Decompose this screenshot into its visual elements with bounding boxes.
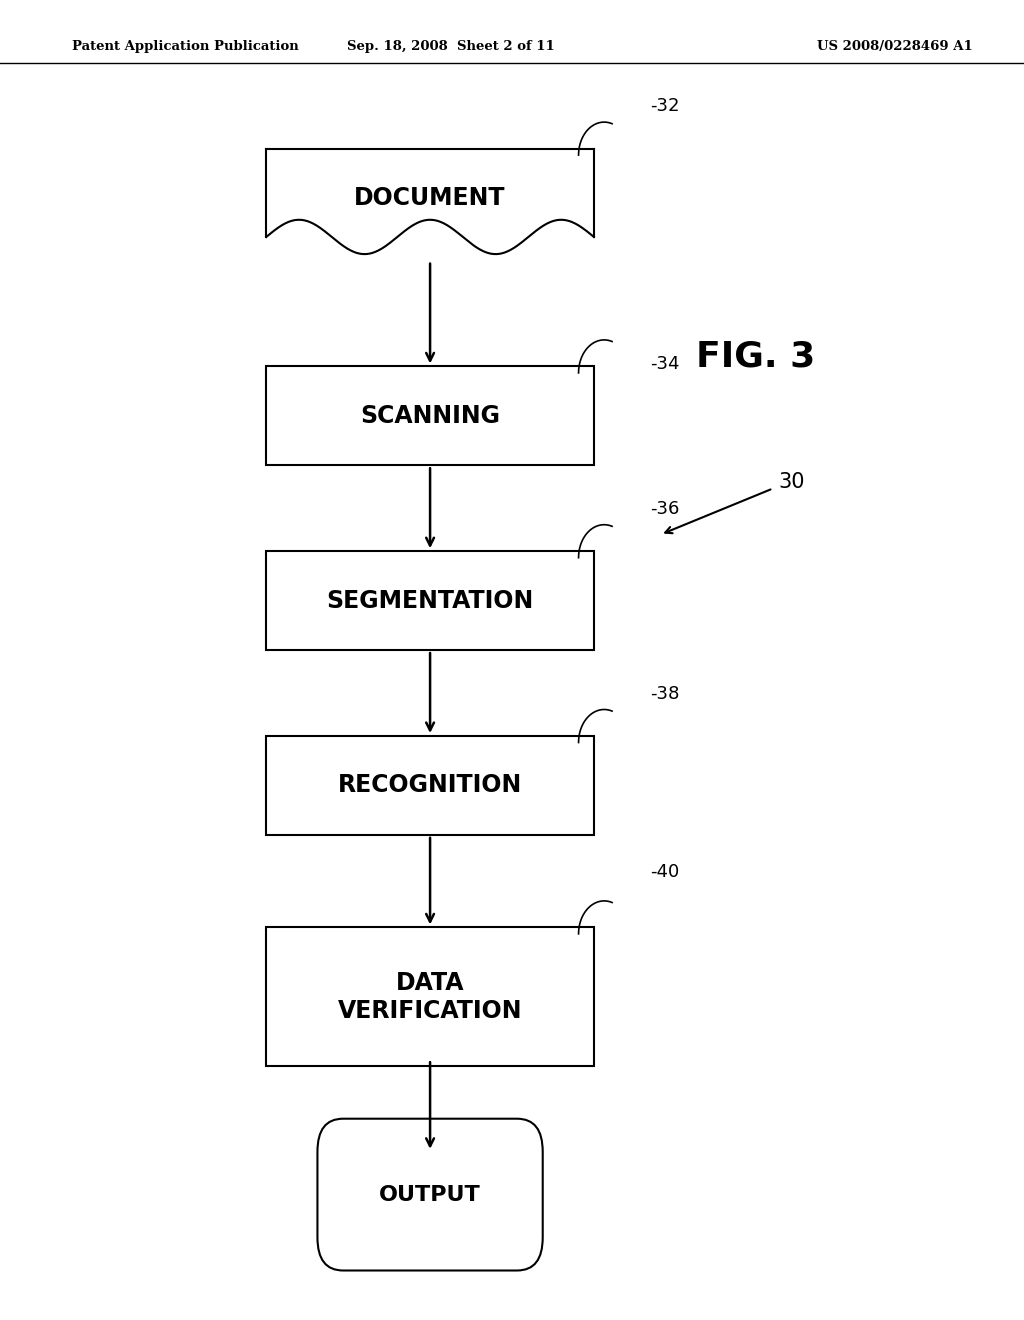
Bar (266, 928, 594, 1067)
Bar (266, 735, 594, 834)
Text: -40: -40 (650, 863, 680, 880)
Text: 30: 30 (778, 471, 805, 492)
Bar (266, 366, 594, 465)
Text: OUTPUT: OUTPUT (379, 1184, 481, 1205)
Text: DATA
VERIFICATION: DATA VERIFICATION (338, 970, 522, 1023)
Text: -38: -38 (650, 685, 680, 702)
Text: Patent Application Publication: Patent Application Publication (72, 40, 298, 53)
Text: -32: -32 (650, 98, 680, 115)
Text: US 2008/0228469 A1: US 2008/0228469 A1 (817, 40, 973, 53)
Text: -36: -36 (650, 500, 680, 517)
FancyBboxPatch shape (317, 1119, 543, 1270)
Text: -34: -34 (650, 355, 680, 372)
Text: SCANNING: SCANNING (360, 404, 500, 428)
Text: DOCUMENT: DOCUMENT (354, 186, 506, 210)
Text: RECOGNITION: RECOGNITION (338, 774, 522, 797)
Text: FIG. 3: FIG. 3 (696, 339, 815, 374)
Text: Sep. 18, 2008  Sheet 2 of 11: Sep. 18, 2008 Sheet 2 of 11 (347, 40, 554, 53)
Bar (266, 552, 594, 649)
Text: SEGMENTATION: SEGMENTATION (327, 589, 534, 612)
